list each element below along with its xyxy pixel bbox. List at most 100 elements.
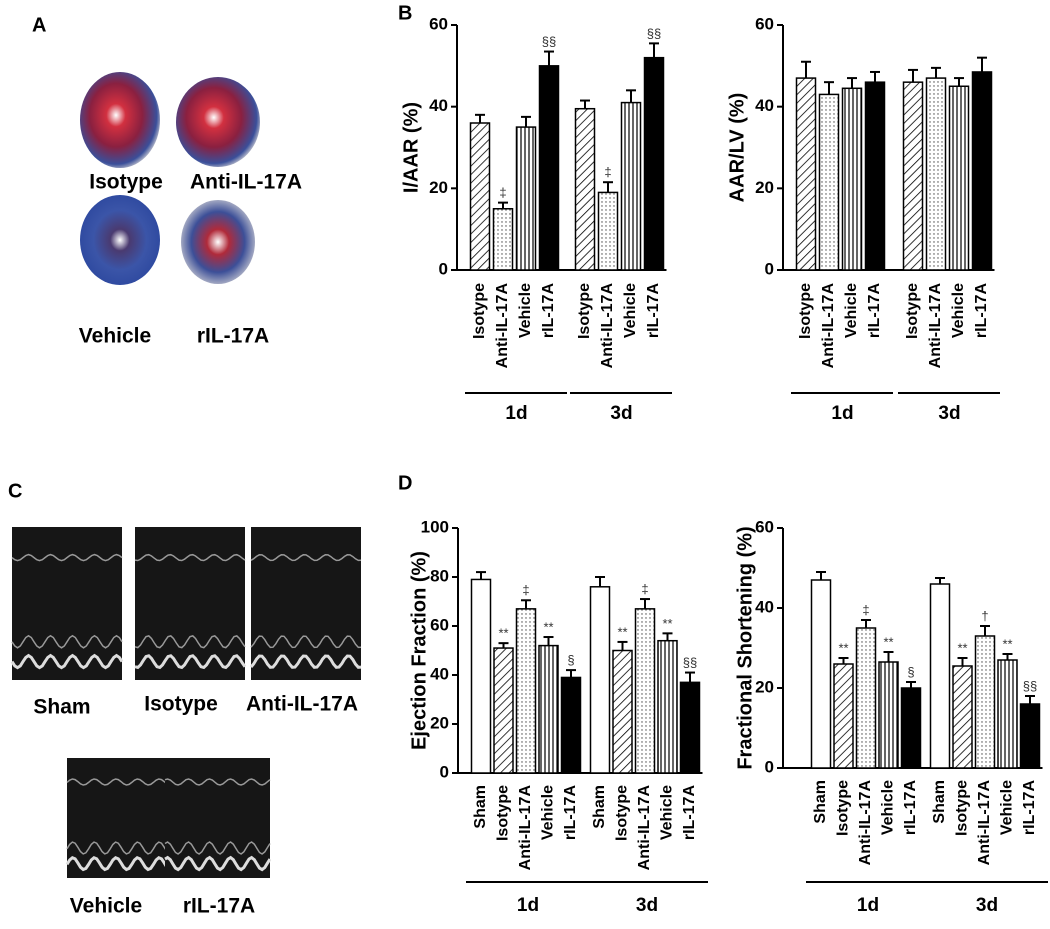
- category-label: Sham: [591, 785, 608, 829]
- significance: §§: [1023, 678, 1037, 693]
- category-label: Isotype: [904, 283, 921, 339]
- y-tick-label: 80: [430, 566, 449, 585]
- bar: [878, 661, 899, 769]
- bar: [974, 635, 996, 769]
- group-label: 3d: [610, 403, 632, 424]
- bar: [864, 81, 886, 271]
- y-tick-label: 20: [755, 677, 774, 696]
- echo-trace: [134, 635, 246, 649]
- y-tick-label: 0: [440, 762, 449, 781]
- group-label: 3d: [938, 403, 960, 424]
- bar: [538, 65, 560, 271]
- y-axis-label: AAR/LV (%): [726, 93, 748, 203]
- category-label: rIL-17A: [866, 283, 883, 339]
- category-label: Isotype: [576, 283, 593, 339]
- echo-trace: [250, 554, 362, 562]
- bar: [620, 101, 642, 271]
- significance: **: [617, 624, 627, 639]
- panel-label: D: [398, 472, 412, 494]
- bar: [795, 77, 817, 271]
- category-label: Vehicle: [659, 785, 676, 840]
- significance: ‡: [499, 185, 506, 200]
- bar: [925, 77, 947, 271]
- echo-trace: [66, 841, 176, 855]
- group-label: 1d: [857, 895, 879, 916]
- bar: [657, 639, 678, 774]
- y-tick-label: 60: [429, 14, 448, 33]
- echo-trace: [65, 855, 177, 872]
- echo-image: [135, 527, 245, 680]
- echo-images: [10, 527, 362, 878]
- y-tick-label: 60: [755, 517, 774, 536]
- significance: **: [1002, 636, 1012, 651]
- category-label: Anti-IL-17A: [820, 283, 837, 369]
- group-label: 3d: [636, 895, 658, 916]
- image-label: Vehicle: [79, 325, 151, 348]
- bar: [997, 659, 1018, 769]
- panel-label: C: [8, 480, 22, 502]
- bar: [574, 107, 596, 271]
- category-label: Anti-IL-17A: [636, 785, 653, 871]
- y-tick-label: 0: [765, 259, 774, 278]
- category-label: Vehicle: [950, 283, 967, 338]
- category-label: rIL-17A: [973, 283, 990, 339]
- category-label: rIL-17A: [645, 283, 662, 339]
- heart-slice: [176, 77, 260, 167]
- category-label: Vehicle: [540, 785, 557, 840]
- image-label: Isotype: [144, 693, 218, 716]
- group-label: 1d: [831, 403, 853, 424]
- category-label: Vehicle: [880, 780, 897, 835]
- significance: §§: [542, 34, 556, 49]
- bar: [841, 87, 863, 271]
- category-label: Isotype: [797, 283, 814, 339]
- echo-trace: [10, 653, 124, 670]
- echo-trace: [66, 778, 176, 786]
- bar: [833, 663, 854, 769]
- heart-slice: [80, 72, 160, 168]
- echo-image: [12, 527, 122, 680]
- y-axis-label: Fractional Shortening (%): [734, 526, 756, 769]
- bar: [643, 56, 665, 271]
- category-label: Isotype: [495, 785, 512, 841]
- category-label: Vehicle: [843, 283, 860, 338]
- significance: ‡: [641, 581, 648, 596]
- echo-trace: [164, 778, 271, 786]
- bar: [493, 647, 514, 774]
- category-label: rIL-17A: [681, 785, 698, 841]
- category-label: Isotype: [835, 780, 852, 836]
- bar: [634, 608, 656, 774]
- y-tick-label: 0: [439, 259, 448, 278]
- category-label: Isotype: [954, 780, 971, 836]
- category-label: Vehicle: [517, 283, 534, 338]
- category-label: Sham: [812, 780, 829, 824]
- bar: [952, 665, 973, 769]
- significance: **: [957, 640, 967, 655]
- echo-trace: [134, 553, 246, 562]
- significance: §: [907, 664, 914, 679]
- panel-label: A: [32, 14, 46, 36]
- group-label: 1d: [517, 895, 539, 916]
- category-label: Vehicle: [999, 780, 1016, 835]
- y-tick-label: 60: [755, 14, 774, 33]
- y-tick-label: 20: [430, 713, 449, 732]
- bar: [900, 687, 922, 769]
- significance: **: [662, 616, 672, 631]
- bar: [929, 583, 951, 769]
- bar: [492, 208, 514, 271]
- image-label: Anti-IL-17A: [190, 171, 302, 194]
- echo-trace: [134, 654, 247, 670]
- bar: [1019, 703, 1041, 769]
- heart-images: [80, 72, 260, 285]
- category-label: Sham: [931, 780, 948, 824]
- bar: [855, 627, 877, 769]
- category-label: Vehicle: [622, 283, 639, 338]
- bar: [469, 122, 491, 271]
- heart-slice: [181, 200, 255, 284]
- category-label: Anti-IL-17A: [976, 780, 993, 866]
- bar: [515, 126, 537, 271]
- significance: **: [883, 634, 893, 649]
- category-label: Isotype: [614, 785, 631, 841]
- y-axis-label: Ejection Fraction (%): [408, 551, 430, 750]
- y-tick-label: 20: [755, 178, 774, 197]
- image-label: rIL-17A: [183, 895, 255, 918]
